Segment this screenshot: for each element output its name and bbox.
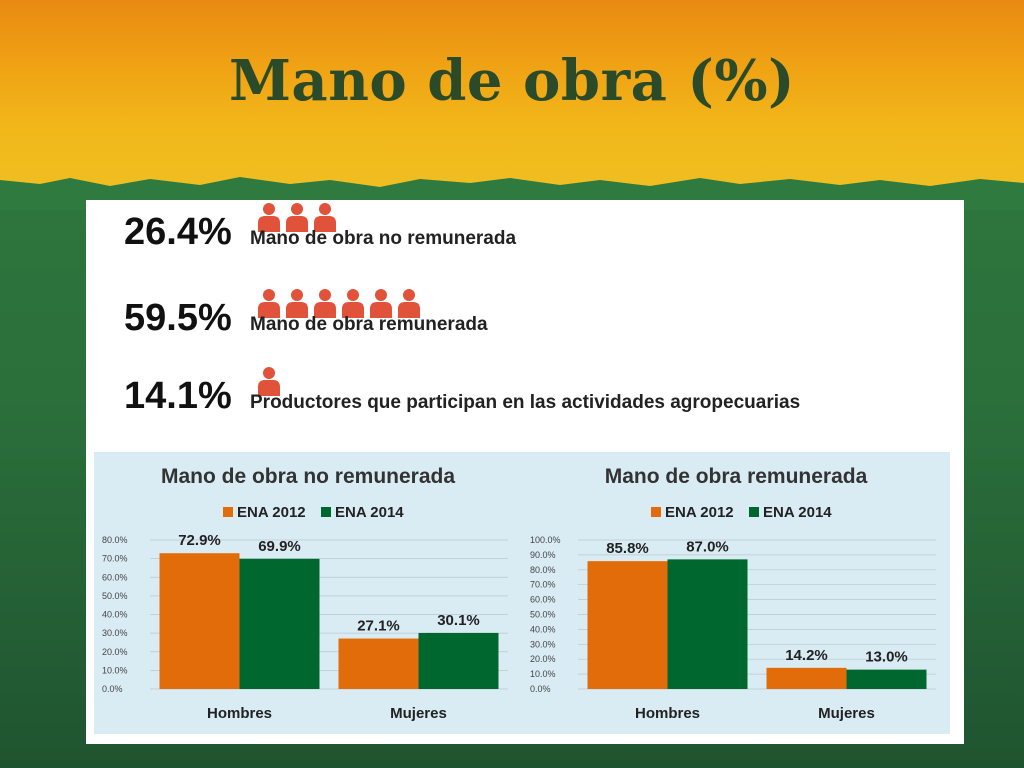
data-label: 87.0% [686, 538, 729, 555]
person-icons [256, 288, 422, 318]
y-tick-label: 90.0% [530, 550, 556, 560]
stat-producers: 14.1% Productores que participan en las … [124, 366, 884, 416]
bar [239, 558, 320, 689]
y-tick-label: 40.0% [530, 624, 556, 634]
chart-title: Mano de obra no remunerada [161, 465, 455, 488]
y-tick-label: 40.0% [102, 610, 128, 620]
person-icon [258, 289, 280, 318]
legend-swatch [749, 507, 759, 517]
person-icon [398, 289, 420, 318]
person-icon [286, 289, 308, 318]
data-label: 14.2% [785, 647, 828, 664]
y-tick-label: 50.0% [530, 610, 556, 620]
legend-swatch [651, 507, 661, 517]
data-label: 27.1% [357, 618, 400, 635]
y-tick-label: 100.0% [530, 535, 561, 545]
data-label: 30.1% [437, 612, 480, 629]
y-tick-label: 20.0% [102, 647, 128, 657]
x-tick-label: Mujeres [818, 705, 875, 722]
y-tick-label: 30.0% [102, 628, 128, 638]
y-tick-label: 80.0% [530, 565, 556, 575]
header-band [0, 0, 1024, 196]
person-icon [342, 289, 364, 318]
y-tick-label: 60.0% [102, 572, 128, 582]
y-tick-label: 20.0% [530, 654, 556, 664]
chart-paid-labor: Mano de obra remunerada ENA 2012 ENA 2014 0… [530, 465, 936, 722]
person-icon [314, 203, 336, 232]
x-tick-label: Hombres [635, 705, 700, 722]
bar [766, 667, 847, 689]
stat-value: 59.5% [124, 297, 232, 339]
y-tick-label: 30.0% [530, 639, 556, 649]
person-icons [256, 366, 282, 396]
stat-label: Mano de obra no remunerada [250, 228, 517, 249]
legend-label: ENA 2012 [665, 504, 734, 521]
legend-label: ENA 2014 [763, 504, 832, 521]
legend-label: ENA 2014 [335, 504, 404, 521]
person-icon [286, 203, 308, 232]
chart-legend: ENA 2012 ENA 2014 [223, 504, 404, 521]
stat-value: 14.1% [124, 375, 232, 417]
bar [159, 553, 240, 689]
slide-title: Mano de obra (%) [228, 48, 796, 114]
bar [667, 559, 748, 689]
person-icon [258, 367, 280, 396]
y-tick-label: 70.0% [530, 580, 556, 590]
y-tick-label: 10.0% [102, 665, 128, 675]
person-icon [258, 203, 280, 232]
y-tick-label: 70.0% [102, 554, 128, 564]
y-tick-label: 0.0% [102, 684, 123, 694]
x-tick-label: Mujeres [390, 705, 447, 722]
bar [846, 669, 927, 689]
stat-label: Mano de obra remunerada [250, 314, 488, 335]
charts-area: Mano de obra no remunerada ENA 2012 ENA 20… [94, 452, 950, 734]
bar [418, 632, 499, 689]
legend-swatch [321, 507, 331, 517]
bar [587, 561, 668, 689]
stat-paid-labor: 59.5% Mano de obra remunerada [124, 288, 644, 338]
data-label: 85.8% [606, 540, 649, 557]
y-tick-label: 0.0% [530, 684, 551, 694]
legend-label: ENA 2012 [237, 504, 306, 521]
stat-unpaid-labor: 26.4% Mano de obra no remunerada [124, 202, 644, 252]
x-tick-label: Hombres [207, 705, 272, 722]
content-panel: 26.4% Mano de obra no remunerada 59.5% M… [86, 200, 964, 744]
data-label: 13.0% [865, 649, 908, 666]
person-icon [314, 289, 336, 318]
person-icons [256, 202, 338, 232]
bar [338, 638, 419, 689]
chart-title: Mano de obra remunerada [605, 465, 868, 488]
data-label: 69.9% [258, 538, 301, 555]
legend-swatch [223, 507, 233, 517]
y-tick-label: 80.0% [102, 535, 128, 545]
stat-label: Productores que participan en las activi… [250, 392, 801, 413]
stat-value: 26.4% [124, 211, 232, 253]
data-label: 72.9% [178, 532, 221, 549]
y-tick-label: 10.0% [530, 669, 556, 679]
y-tick-label: 50.0% [102, 591, 128, 601]
y-tick-label: 60.0% [530, 595, 556, 605]
person-icon [370, 289, 392, 318]
chart-legend: ENA 2012 ENA 2014 [651, 504, 832, 521]
